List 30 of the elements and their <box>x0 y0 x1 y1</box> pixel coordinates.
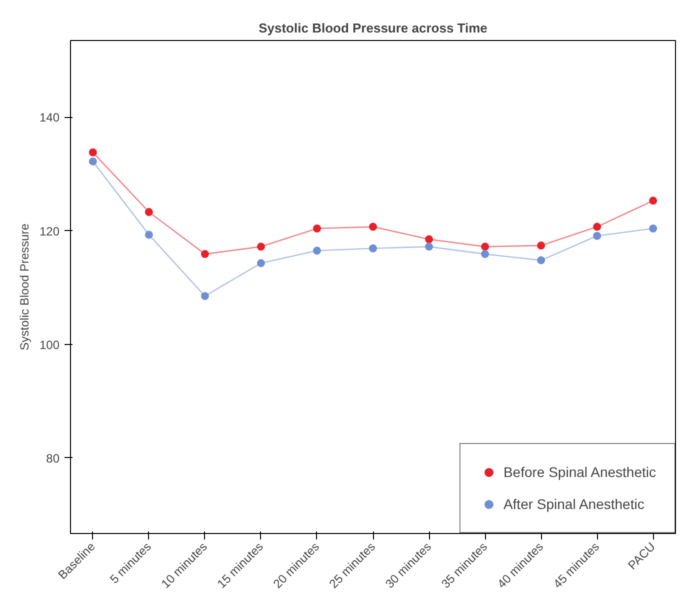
point <box>649 224 658 232</box>
point <box>200 292 209 300</box>
point <box>425 242 434 251</box>
legend-label: Before Spinal Anesthetic <box>503 464 656 480</box>
point <box>649 196 658 205</box>
point <box>425 235 434 244</box>
point <box>312 246 321 255</box>
point <box>200 250 209 258</box>
point <box>593 222 602 231</box>
point <box>88 157 97 166</box>
point <box>88 148 97 156</box>
chart-title: Systolic Blood Pressure across Time <box>258 20 488 36</box>
point <box>144 230 153 239</box>
y-tick-label: 80 <box>46 451 60 466</box>
point <box>593 232 602 240</box>
point <box>537 256 546 264</box>
point <box>537 242 546 250</box>
y-tick-label: 120 <box>39 224 60 238</box>
legend-label: After Spinal Anesthetic <box>503 496 644 512</box>
point <box>369 222 377 231</box>
y-tick-label: 140 <box>39 110 60 125</box>
point <box>369 244 377 252</box>
point <box>144 208 153 216</box>
point <box>256 242 265 251</box>
point <box>312 224 321 232</box>
y-tick-label: 100 <box>39 338 60 352</box>
point <box>481 242 490 251</box>
y-axis-title: Systolic Blood Pressure <box>17 223 32 350</box>
point <box>256 259 265 268</box>
point <box>481 250 490 258</box>
